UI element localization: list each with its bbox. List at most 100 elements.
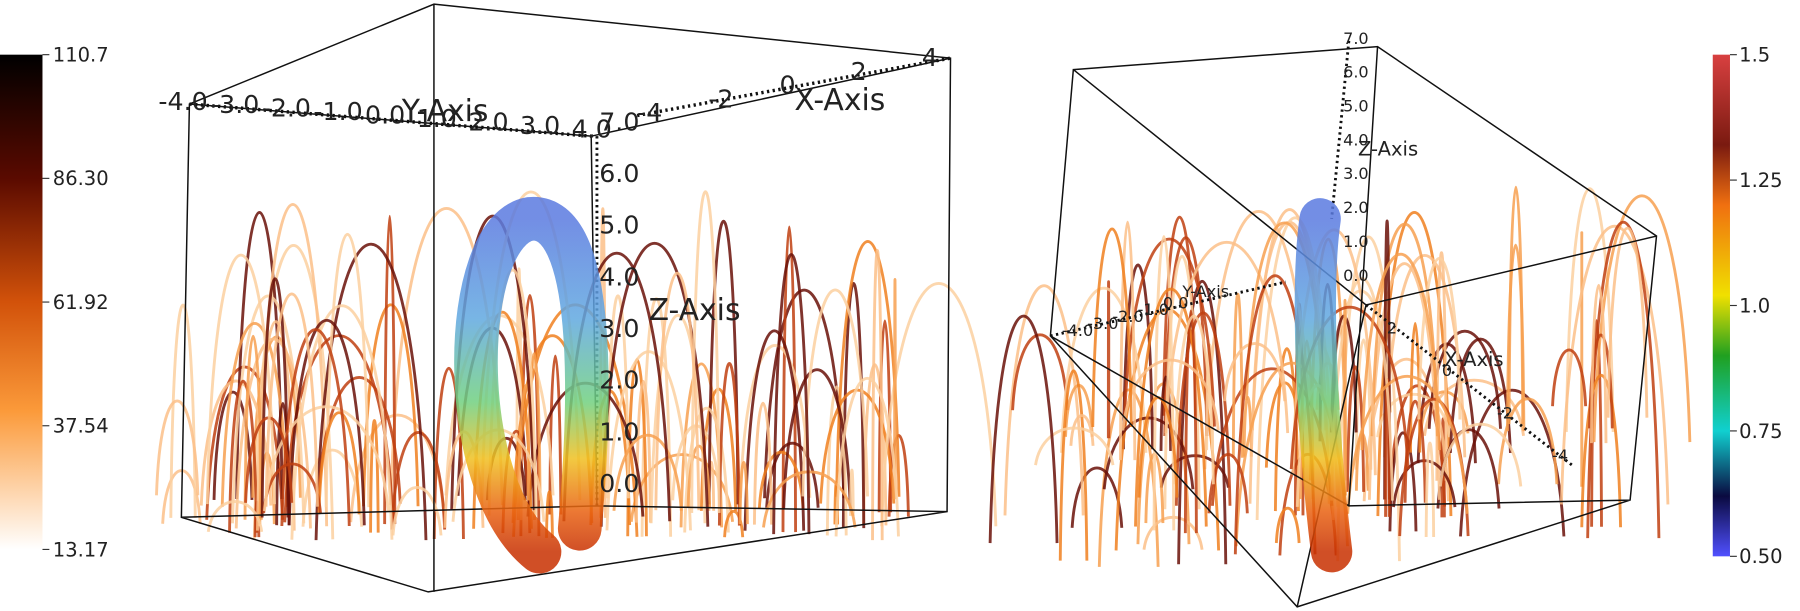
field-line xyxy=(1152,235,1176,531)
field-line xyxy=(1231,292,1244,458)
label: 0 xyxy=(1442,361,1452,380)
field-line xyxy=(199,379,273,506)
field-line xyxy=(1586,220,1661,539)
field-line xyxy=(1590,284,1608,444)
label: 1.0 xyxy=(599,417,639,446)
field-line xyxy=(1118,220,1137,461)
field-line xyxy=(1435,251,1448,481)
label: -4.0 xyxy=(158,87,207,116)
label: 1.0 xyxy=(417,104,457,133)
label: 5.0 xyxy=(599,211,639,240)
colorbar-tick-label: 0.75 xyxy=(1739,420,1782,443)
colorbar xyxy=(0,54,43,550)
field-line xyxy=(290,304,394,540)
label: 0 xyxy=(779,71,795,100)
colorbar-tick-label: 86.30 xyxy=(53,167,109,190)
label: 6.0 xyxy=(1343,63,1369,82)
label: 4.0 xyxy=(572,114,612,143)
field-line xyxy=(743,329,806,531)
field-line xyxy=(1069,414,1095,446)
field-line xyxy=(212,390,254,500)
label: 3.0 xyxy=(1343,164,1369,183)
field-line xyxy=(1559,225,1670,505)
label: -3.0 xyxy=(210,90,259,119)
field-line xyxy=(605,350,692,531)
field-line xyxy=(1343,299,1347,496)
field-line xyxy=(1034,426,1115,466)
field-line xyxy=(1183,309,1198,534)
field-line xyxy=(772,253,811,535)
label: Z-Axis xyxy=(1358,138,1418,161)
label: 6.0 xyxy=(599,159,639,188)
field-line xyxy=(324,232,371,508)
field-line xyxy=(1274,506,1301,544)
label: -1.0 xyxy=(1138,300,1169,319)
field-line xyxy=(317,411,361,515)
left-axis-lines xyxy=(189,56,951,138)
colorbar xyxy=(1712,54,1730,557)
field-line xyxy=(738,460,749,525)
field-line xyxy=(1070,466,1124,528)
label: 0.0 xyxy=(1343,266,1369,285)
label: -2 xyxy=(1497,404,1513,423)
field-line xyxy=(1134,287,1208,527)
field-line xyxy=(264,292,319,507)
label: 3.0 xyxy=(520,111,560,140)
field-line xyxy=(1058,369,1089,561)
label: 2.0 xyxy=(599,366,639,395)
label: -2.0 xyxy=(262,94,311,123)
field-line xyxy=(1606,226,1649,418)
label: -4 xyxy=(637,98,662,127)
field-line xyxy=(287,319,366,526)
label: 5.0 xyxy=(1343,96,1369,115)
field-line xyxy=(1174,311,1232,506)
field-lines xyxy=(155,185,1692,567)
field-line xyxy=(834,376,900,537)
field-line xyxy=(243,335,263,520)
field-line xyxy=(228,380,259,533)
field-line xyxy=(1438,422,1523,487)
label: -1.0 xyxy=(313,97,362,126)
label: 2 xyxy=(851,57,867,86)
field-line xyxy=(1448,337,1512,453)
field-line xyxy=(1114,308,1221,551)
label: -2.0 xyxy=(1112,307,1143,326)
colorbar-tick-label: 61.92 xyxy=(53,291,109,314)
label: 2.0 xyxy=(1343,198,1369,217)
field-line xyxy=(1060,287,1148,453)
field-line xyxy=(161,469,202,524)
field-line xyxy=(707,219,740,505)
field-line xyxy=(235,211,284,499)
field-line xyxy=(654,271,701,511)
label: X-Axis xyxy=(1444,348,1503,371)
field-line xyxy=(155,399,200,496)
field-line xyxy=(548,354,563,515)
label: 7.0 xyxy=(599,107,639,136)
label: 0.0 xyxy=(365,101,405,130)
colorbar-tick-label: 1.25 xyxy=(1739,169,1782,192)
label: -3.0 xyxy=(1087,314,1118,333)
colorbar-tick-label: 110.7 xyxy=(53,44,109,67)
label: 4.0 xyxy=(599,262,639,291)
field-line xyxy=(263,405,390,512)
label: 0.0 xyxy=(599,469,639,498)
field-line xyxy=(1564,187,1615,432)
field-line xyxy=(1505,244,1526,432)
label: -2 xyxy=(708,84,733,113)
field-line xyxy=(1122,237,1216,427)
label: 4 xyxy=(922,43,938,72)
colorbar-tick-label: 0.50 xyxy=(1739,545,1782,568)
field-line xyxy=(220,321,289,507)
field-line xyxy=(314,242,428,541)
flux-rope xyxy=(454,197,609,574)
label: 3.0 xyxy=(599,314,639,343)
field-line xyxy=(612,433,683,511)
label: -4.0 xyxy=(1062,321,1093,340)
field-line xyxy=(757,450,805,509)
field-line xyxy=(599,241,710,527)
field-line xyxy=(1497,397,1559,485)
colorbar-tick-label: 13.17 xyxy=(53,538,109,561)
label: 0.0 xyxy=(1163,293,1189,312)
